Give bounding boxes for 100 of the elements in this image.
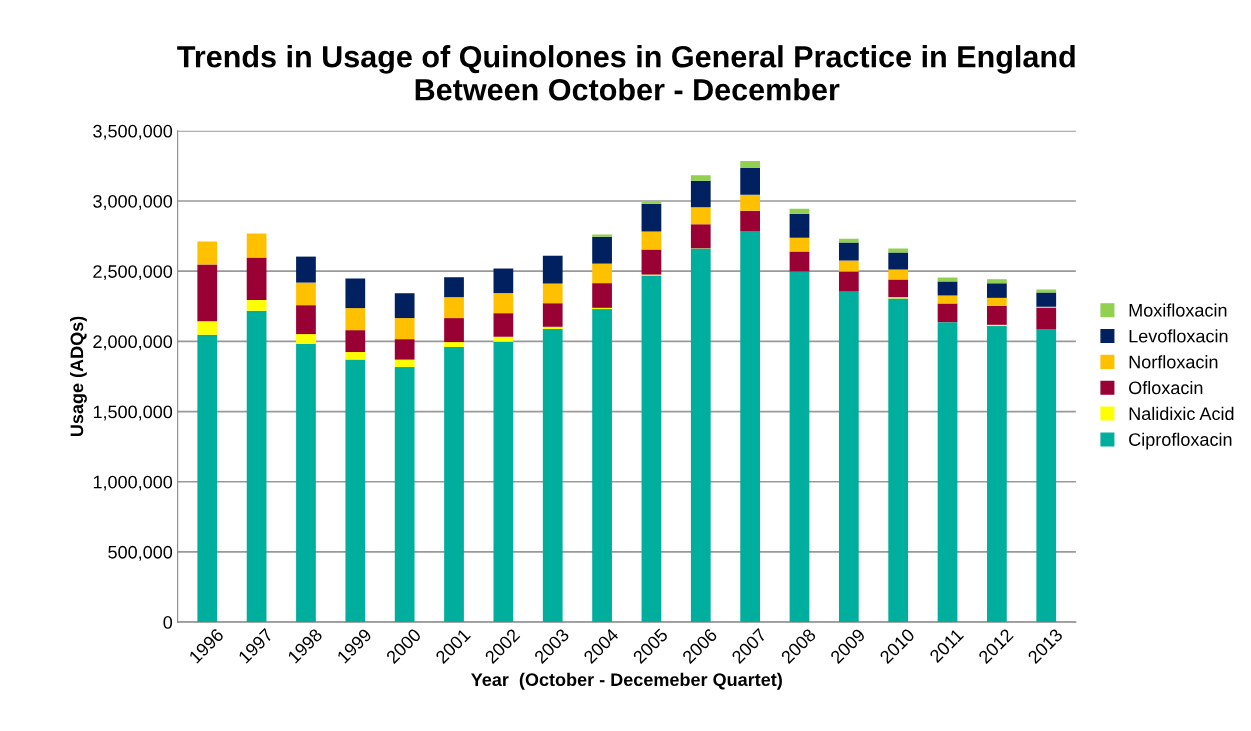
bar [789, 213, 810, 238]
y-tick-label: 1,500,000 [93, 405, 173, 421]
bar [444, 346, 464, 623]
bar [592, 263, 612, 284]
bar [740, 231, 760, 623]
chart-title: Trends in Usage of Quinolones in General Practice in England Between October - December [177, 45, 1075, 101]
bar [542, 326, 563, 330]
bar [1036, 329, 1057, 623]
bar [937, 322, 958, 623]
bar [345, 330, 366, 353]
bar [690, 207, 711, 225]
bar [592, 236, 612, 264]
y-tick-label: 3,500,000 [93, 124, 173, 140]
bar [345, 352, 366, 360]
bar [493, 341, 514, 623]
bar [394, 293, 415, 319]
bar [197, 321, 218, 335]
bar [542, 255, 563, 284]
bar [789, 251, 810, 272]
bar [937, 281, 958, 296]
y-tick-label: 1,000,000 [93, 475, 173, 491]
bar [987, 326, 1007, 623]
bar [246, 300, 267, 311]
bar [296, 343, 316, 623]
bar [690, 175, 711, 181]
bar [246, 233, 267, 258]
bar [394, 359, 415, 368]
bar [493, 268, 514, 294]
bar [888, 248, 909, 253]
bar [493, 293, 514, 314]
bar [592, 234, 612, 237]
y-tick-label: 2,500,000 [93, 265, 173, 281]
bar [542, 283, 563, 304]
bar [838, 291, 859, 623]
bar [641, 231, 662, 250]
bar [493, 336, 514, 342]
y-tick-label: 0 [163, 616, 173, 629]
bar [987, 297, 1007, 306]
bar [444, 342, 464, 347]
bar [444, 277, 464, 298]
legend-label: Norfloxacin [1129, 355, 1218, 369]
bar [937, 295, 958, 304]
bar [888, 252, 909, 270]
bar [838, 271, 859, 292]
y-tick-label: 2,000,000 [93, 335, 173, 351]
bar [592, 283, 612, 308]
legend-label: Nalidixic Acid [1129, 406, 1234, 421]
bar [296, 334, 316, 344]
bar [1036, 292, 1057, 307]
bar [246, 310, 267, 623]
y-tick-label: 500,000 [108, 545, 173, 561]
bar [197, 241, 218, 265]
bar [444, 318, 464, 343]
bar [345, 278, 366, 309]
bar [987, 283, 1007, 298]
bar [246, 257, 267, 301]
bar [888, 298, 909, 623]
bar [789, 271, 810, 623]
bar [740, 210, 760, 232]
legend-label: Moxifloxacin [1129, 303, 1227, 317]
bar [690, 248, 711, 623]
bar [345, 308, 366, 331]
bar [296, 282, 316, 306]
bar [641, 249, 662, 275]
bar [838, 242, 859, 261]
bar [1036, 308, 1057, 330]
bar [542, 303, 563, 327]
bar [394, 339, 415, 360]
bar [740, 168, 760, 195]
bar [296, 256, 316, 283]
legend-label: Ciprofloxacin [1129, 432, 1232, 450]
bar [592, 309, 612, 623]
bar [987, 279, 1007, 284]
bar [888, 269, 909, 280]
bar [197, 334, 218, 623]
bar [789, 208, 810, 214]
bar [394, 367, 415, 623]
bar [542, 329, 563, 623]
bar [690, 180, 711, 208]
bar [838, 260, 859, 272]
legend-label: Levofloxacin [1129, 329, 1228, 343]
bar [690, 224, 711, 249]
y-tick-label: 3,000,000 [93, 194, 173, 210]
bar [740, 194, 760, 211]
bar [987, 305, 1007, 325]
bar [1036, 289, 1057, 293]
bar [740, 161, 760, 169]
bar [641, 203, 662, 232]
bar [641, 275, 662, 623]
bar [888, 279, 909, 298]
bar [838, 238, 859, 243]
bar [197, 264, 218, 322]
legend-label: Ofloxacin [1129, 380, 1203, 395]
bar [345, 359, 366, 623]
x-axis-title: Year (October - Decemeber Quartet) [471, 672, 782, 690]
y-axis-title: Usage (ADQs) [70, 316, 87, 437]
bar [296, 305, 316, 335]
bar [394, 318, 415, 340]
bar [444, 297, 464, 319]
bar [493, 313, 514, 337]
